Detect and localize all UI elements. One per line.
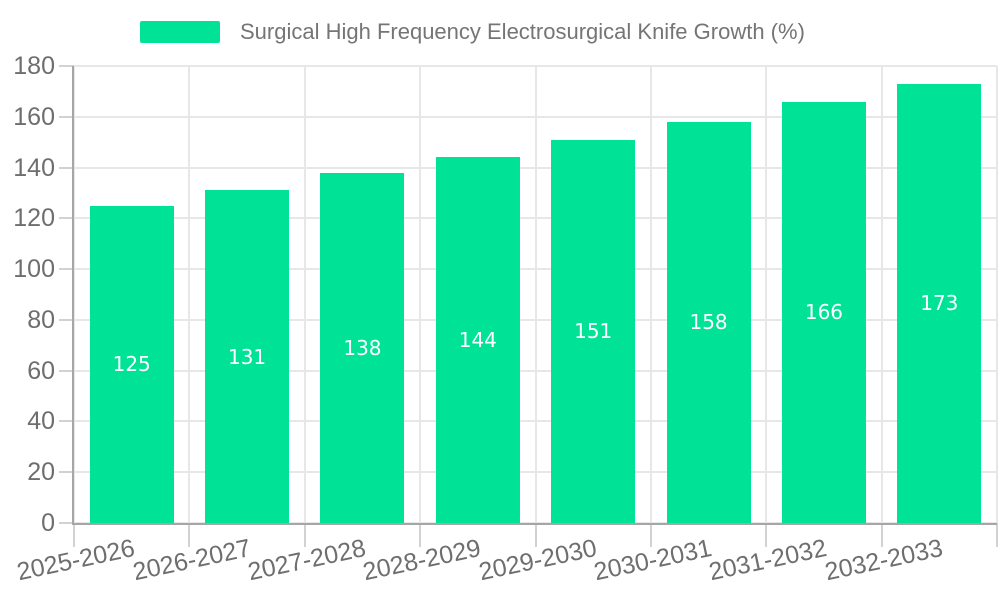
v-gridline — [649, 66, 652, 523]
x-axis-tick — [303, 523, 306, 547]
v-gridline — [765, 66, 768, 523]
y-axis-line — [72, 66, 74, 525]
legend-label: Surgical High Frequency Electrosurgical … — [240, 19, 805, 44]
x-axis-label: 2032-2033 — [822, 534, 945, 587]
x-axis-tick — [649, 523, 652, 547]
y-axis-tick — [59, 522, 74, 524]
x-axis-label: 2027-2028 — [245, 534, 369, 587]
x-axis-label: 2031-2032 — [706, 534, 830, 587]
y-axis-label: 180 — [13, 52, 55, 80]
bar-value-label: 173 — [920, 291, 959, 316]
y-axis-tick — [59, 369, 74, 372]
x-axis-label: 2026-2027 — [129, 534, 253, 587]
y-axis-tick — [59, 65, 74, 67]
x-axis-label: 2030-2031 — [591, 534, 715, 587]
v-gridline — [73, 66, 75, 523]
y-axis-label: 40 — [27, 407, 55, 436]
y-axis-tick — [59, 217, 74, 220]
bar[interactable] — [89, 205, 174, 523]
x-axis-tick — [765, 523, 768, 547]
v-gridline — [188, 66, 191, 523]
bar-value-label: 166 — [804, 300, 844, 325]
v-gridline — [534, 66, 537, 523]
y-axis-label: 140 — [13, 153, 55, 182]
bar[interactable] — [781, 101, 866, 523]
y-axis-tick — [59, 318, 74, 321]
bar[interactable] — [320, 172, 405, 523]
x-axis-tick — [996, 523, 998, 547]
x-axis-tick — [880, 523, 883, 547]
bar[interactable] — [551, 139, 636, 523]
y-axis-tick — [59, 166, 74, 169]
bar-value-label: 151 — [574, 319, 613, 344]
x-axis-line — [72, 523, 997, 525]
bar[interactable] — [666, 121, 751, 523]
y-axis-label: 20 — [27, 458, 55, 487]
y-axis-label: 80 — [27, 305, 55, 334]
v-gridline — [303, 66, 306, 523]
y-axis-tick — [59, 115, 74, 118]
x-axis-label: 2029-2030 — [476, 534, 599, 587]
bar-value-label: 158 — [689, 310, 728, 335]
bar[interactable] — [435, 157, 520, 523]
v-gridline — [996, 66, 998, 523]
v-gridline — [880, 66, 883, 523]
legend[interactable]: Surgical High Frequency Electrosurgical … — [140, 20, 805, 44]
legend-swatch — [140, 21, 220, 43]
x-axis-label: 2025-2026 — [14, 534, 138, 587]
x-axis-tick — [73, 523, 75, 547]
bar-value-label: 138 — [343, 335, 382, 360]
bar-value-label: 131 — [227, 344, 267, 369]
bar-value-label: 125 — [112, 352, 151, 377]
x-axis-tick — [534, 523, 537, 547]
y-axis-tick — [59, 471, 74, 474]
y-axis-tick — [59, 420, 74, 423]
bar[interactable] — [205, 190, 290, 523]
x-axis-label: 2028-2029 — [360, 534, 484, 587]
x-axis-tick — [188, 523, 191, 547]
y-axis-label: 60 — [27, 356, 55, 385]
y-axis-tick — [59, 268, 74, 271]
y-axis-label: 160 — [13, 102, 55, 131]
x-axis-tick — [419, 523, 422, 547]
bar-value-label: 144 — [458, 328, 497, 353]
bar[interactable] — [897, 83, 982, 523]
y-axis-label: 120 — [13, 204, 55, 233]
y-axis-label: 0 — [41, 509, 55, 537]
y-axis-label: 100 — [13, 255, 55, 284]
v-gridline — [419, 66, 422, 523]
